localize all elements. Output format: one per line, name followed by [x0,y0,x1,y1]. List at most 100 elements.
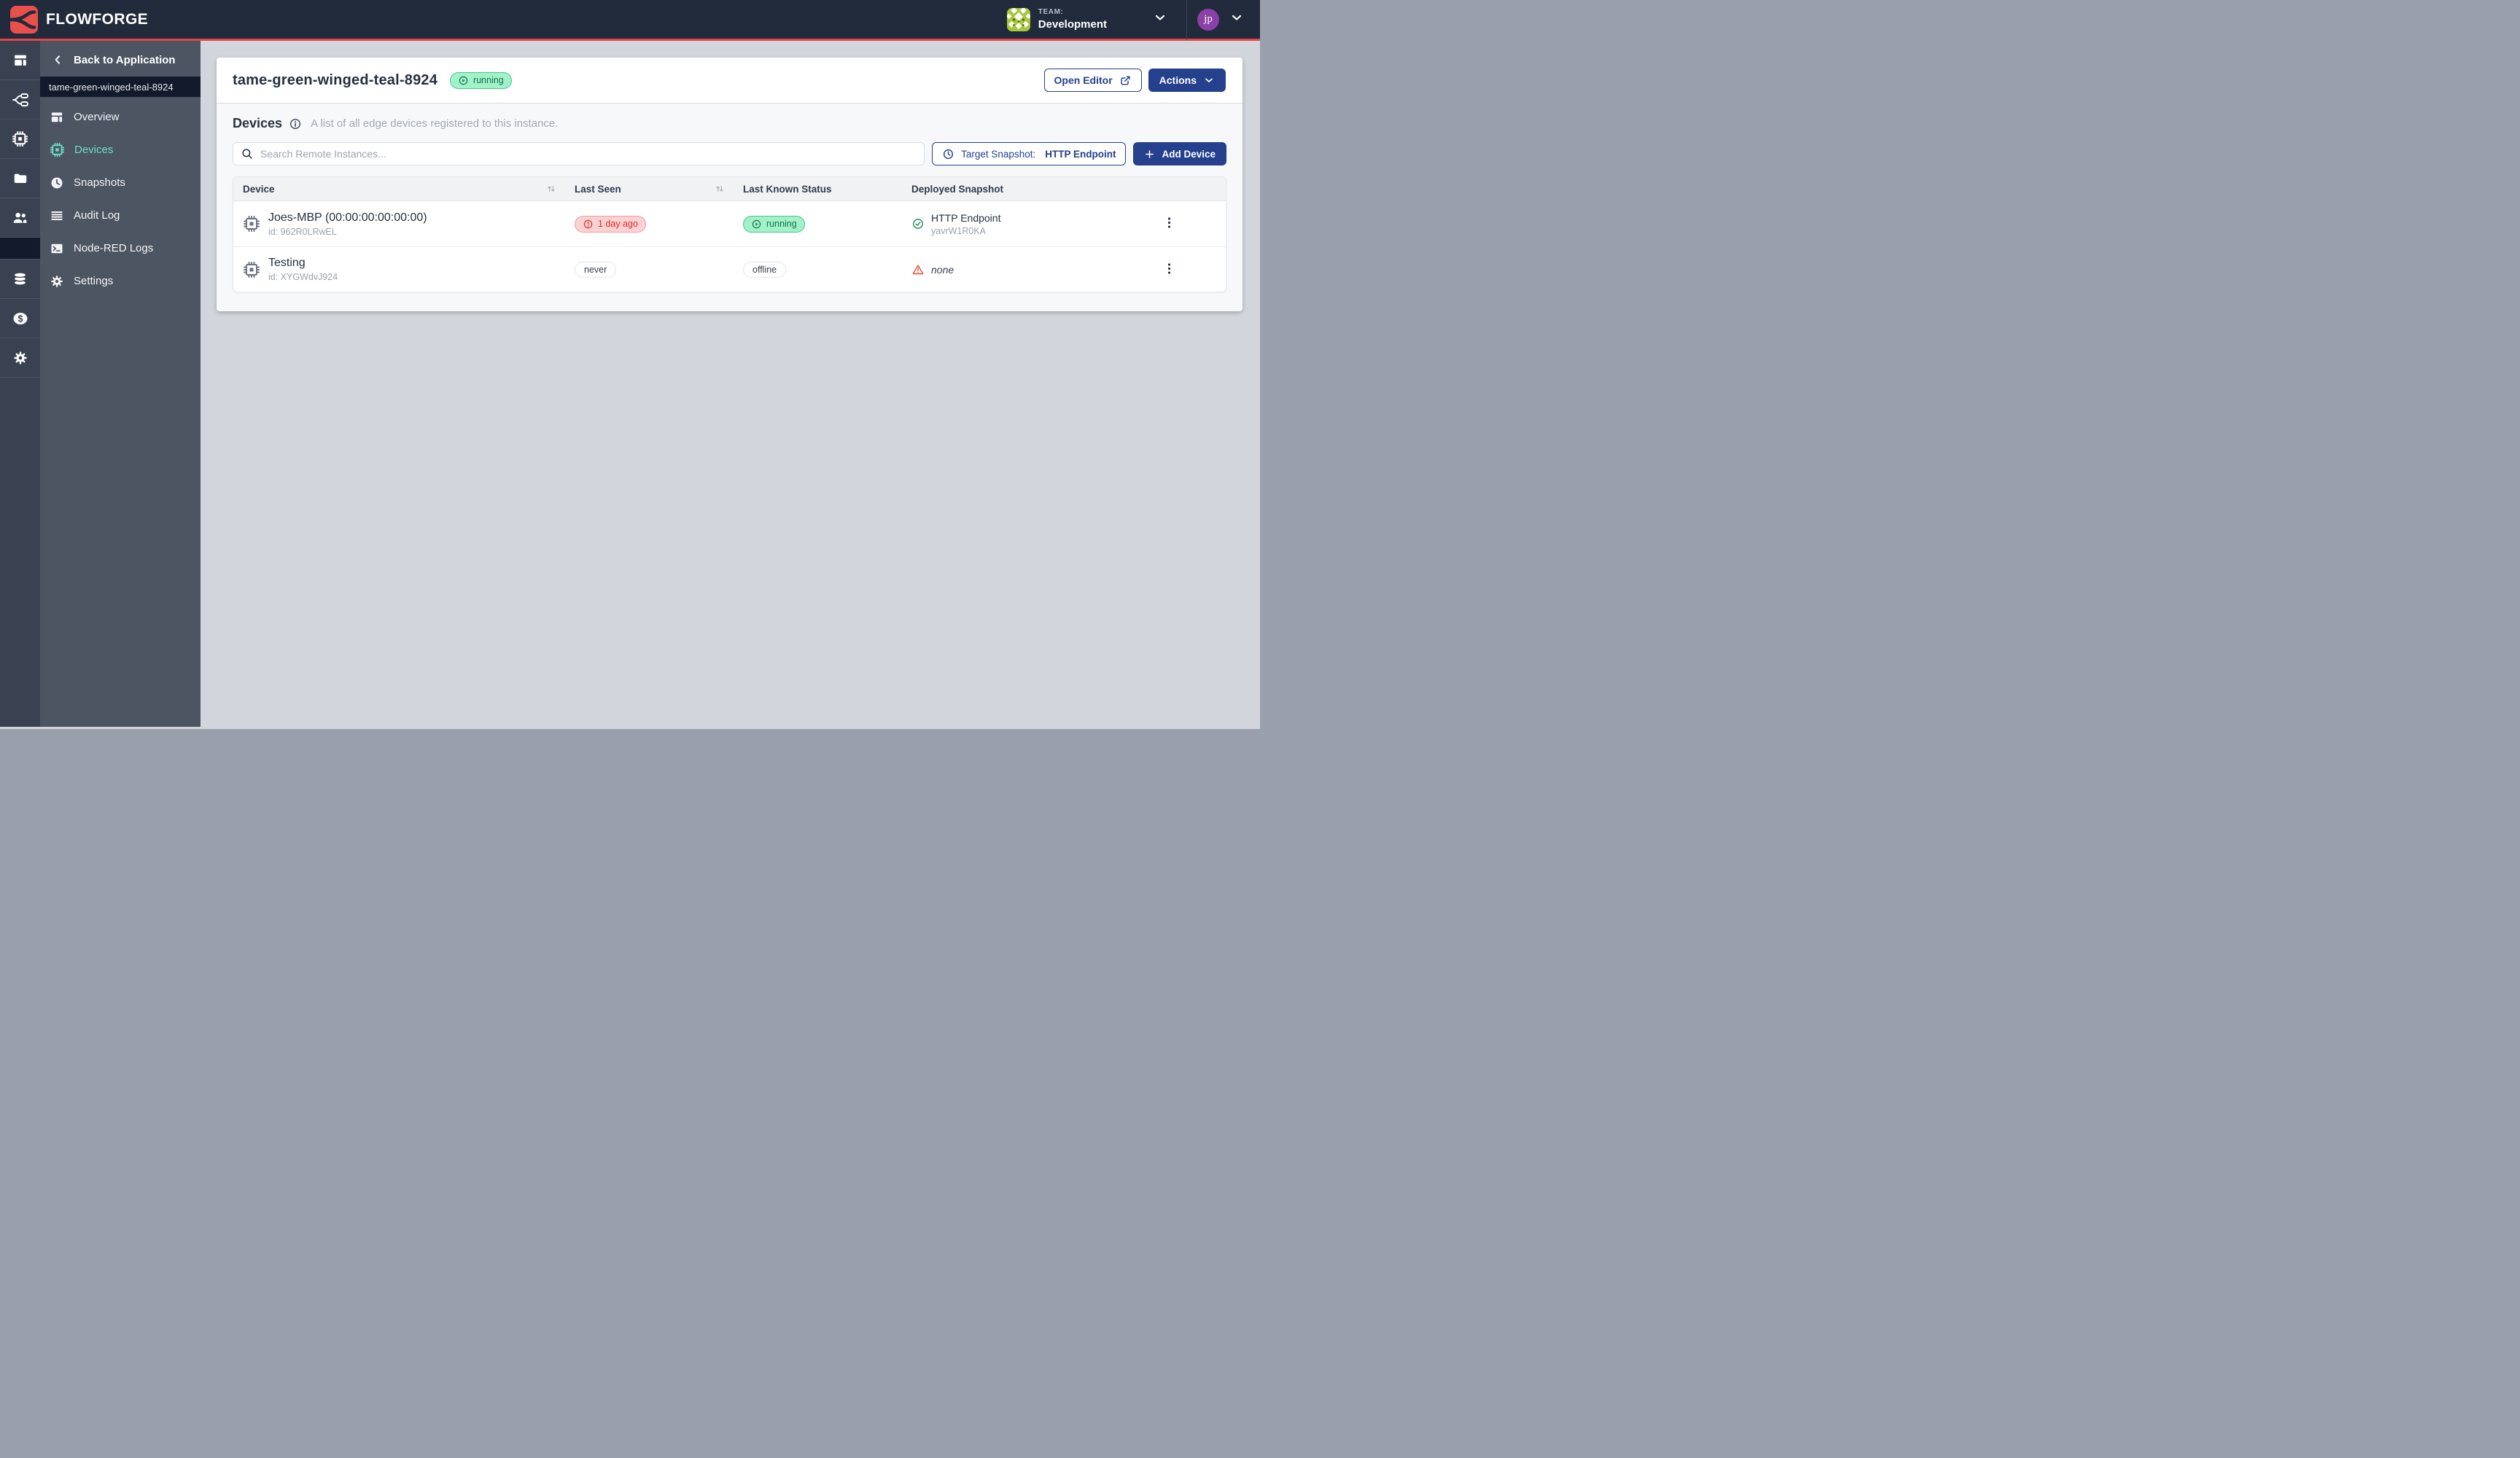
status-badge: running [743,215,805,233]
team-chevron-down-icon [1153,10,1167,28]
search-icon [242,149,252,159]
users-icon [13,212,27,223]
flowforge-logo-icon[interactable] [9,5,38,34]
actions-button[interactable]: Actions [1148,69,1226,92]
brand-bold: FLOW [46,10,93,28]
devices-toolbar: Target Snapshot:HTTP Endpoint Add Device [233,142,1226,165]
col-header-deployed-snapshot[interactable]: Deployed Snapshot [911,183,1004,195]
top-navbar: FLOW FORGE [0,0,1260,41]
nav-item-devices[interactable] [0,120,40,159]
sidebar-item-snapshots[interactable]: Snapshots [40,166,201,199]
last-seen-badge: never [575,261,617,278]
user-menu[interactable]: jp [1197,8,1248,31]
instance-sidebar: Back to Application tame-green-winged-te… [40,41,201,727]
sort-icon[interactable] [546,184,556,194]
target-snapshot-button[interactable]: Target Snapshot: HTTP Endpoint [932,142,1127,165]
instance-name-label: tame-green-winged-teal-8924 [40,77,201,97]
external-link-icon [1121,75,1130,85]
settings-gear-icon [51,275,63,287]
snapshot-name: HTTP Endpoint [931,211,1001,224]
device-chip-icon [244,261,260,278]
open-editor-button[interactable]: Open Editor [1043,69,1142,92]
last-seen-badge: 1 day ago [575,215,646,233]
sidebar-item-node-red-logs[interactable]: Node-RED Logs [40,232,201,265]
col-header-last-known-status[interactable]: Last Known Status [743,183,832,195]
device-id: id: XYGWdvJ924 [268,272,338,282]
devices-description: A list of all edge devices registered to… [311,117,559,130]
brand-light: FORGE [92,10,149,28]
clock-icon [944,149,954,159]
back-to-application[interactable]: Back to Application [40,45,201,74]
team-name: Development [1038,17,1107,31]
applications-icon [14,55,26,66]
main-content: tame-green-winged-teal-8924 running Open… [201,41,1260,727]
team-selector[interactable]: TEAM: Development [1001,5,1173,34]
back-label: Back to Application [74,53,176,66]
device-name[interactable]: Testing [268,257,306,269]
info-icon[interactable] [289,117,302,130]
list-icon [51,211,63,220]
instance-card: tame-green-winged-teal-8924 running Open… [217,58,1242,311]
device-name[interactable]: Joes-MBP (00:00:00:00:00:00) [268,211,427,224]
sidebar-item-settings[interactable]: Settings [40,265,201,297]
nav-item-billing[interactable]: $ [0,299,40,338]
chevron-left-icon [55,55,60,64]
status-badge: offline [743,261,787,278]
sidebar-item-devices[interactable]: Devices [40,133,201,166]
alert-circle-icon [583,219,593,228]
col-header-last-seen[interactable]: Last Seen [565,184,734,195]
table-row[interactable]: Joes-MBP (00:00:00:00:00:00) id: 962R0LR… [233,201,1226,246]
user-avatar: jp [1197,8,1219,31]
table-row[interactable]: Testing id: XYGWdvJ924 never [233,246,1226,292]
device-chip-icon [244,216,260,232]
nav-item-pipelines[interactable] [0,80,40,120]
plus-icon [1146,149,1154,158]
nav-item-library[interactable] [0,159,40,198]
sidebar-item-overview[interactable]: Overview [40,101,201,133]
overview-icon [51,112,63,122]
device-id: id: 962R0LRwEL [268,226,337,237]
check-circle-icon [913,219,923,229]
chip-icon [50,142,65,157]
add-device-button[interactable]: Add Device [1133,142,1226,165]
table-header-row: Device Last Seen [233,177,1226,201]
devices-table: Device Last Seen [233,176,1226,292]
clock-icon [51,177,63,188]
devices-icon [12,130,28,147]
user-chevron-down-icon [1229,10,1244,28]
col-header-device[interactable]: Device [233,184,565,195]
page-header: tame-green-winged-teal-8924 running Open… [217,58,1242,103]
snapshot-name: none [931,263,954,276]
row-actions-kebab-icon[interactable] [1156,259,1182,281]
team-avatar [1006,7,1030,31]
play-circle-icon [459,76,468,85]
nav-divider [1186,0,1187,40]
sort-icon[interactable] [715,184,725,194]
database-icon [13,272,27,286]
nav-active-indicator [0,238,40,260]
terminal-icon [51,243,63,253]
sidebar-menu: Overview Devices Snapshots [40,101,201,297]
nav-item-team-settings[interactable] [0,338,40,378]
devices-heading: Devices [233,116,283,130]
snapshot-id: yavrW1R0KA [931,225,987,236]
chevron-down-icon [1205,78,1213,82]
search-input[interactable] [233,142,925,165]
sidebar-item-audit-log[interactable]: Audit Log [40,199,201,232]
page-title: tame-green-winged-teal-8924 [233,71,438,88]
svg-text:$: $ [18,313,23,324]
row-actions-kebab-icon[interactable] [1156,213,1182,235]
app-window: FLOW FORGE [0,0,1260,729]
primary-nav-strip: $ [0,41,40,727]
search-box [233,142,925,165]
pipelines-icon [12,93,28,106]
warning-triangle-icon [912,264,924,274]
play-circle-icon [752,219,761,228]
nav-item-broker[interactable] [0,260,40,299]
dollar-icon: $ [13,312,27,324]
nav-item-applications[interactable] [0,41,40,80]
team-label: TEAM: [1038,8,1064,17]
nav-item-members[interactable] [0,198,40,238]
instance-status-badge: running [450,71,512,89]
brand-wordmark: FLOW FORGE [46,11,148,28]
